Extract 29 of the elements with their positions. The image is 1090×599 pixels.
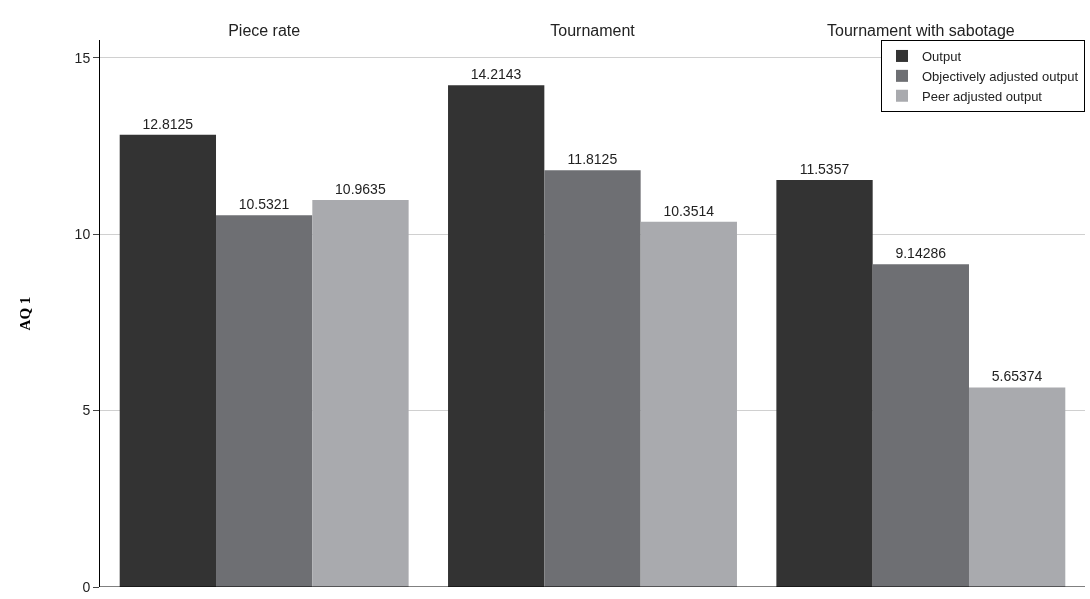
y-tick-label: 15 [74, 49, 91, 66]
data-label: 9.14286 [895, 245, 947, 262]
bar [448, 85, 545, 587]
data-label: 10.9635 [335, 181, 386, 198]
x-tick-label: Tournament [550, 21, 636, 39]
bar [312, 200, 409, 587]
bar [640, 221, 737, 587]
y-axis-title: AQ 1 [16, 296, 33, 331]
x-tick-label: Tournament with sabotage [826, 21, 1015, 39]
y-tick-label: 5 [82, 402, 91, 419]
bar [776, 179, 873, 587]
bar [119, 134, 217, 587]
bar [872, 264, 969, 587]
legend-label: Peer adjusted output [922, 88, 1043, 104]
x-tick-label: Piece rate [228, 21, 301, 39]
legend-label: Objectively adjusted output [922, 68, 1079, 84]
y-tick-label: 0 [82, 578, 91, 595]
data-label: 11.5357 [799, 160, 850, 177]
data-label: 10.3514 [663, 202, 715, 219]
data-label: 10.5321 [238, 196, 290, 213]
bar [544, 170, 641, 587]
data-label: 5.65374 [991, 368, 1043, 385]
data-label: 12.8125 [142, 115, 194, 132]
legend-label: Output [922, 49, 962, 65]
y-tick-label: 10 [74, 226, 91, 242]
bar [216, 215, 313, 587]
bar [968, 387, 1066, 587]
data-label: 14.2143 [470, 66, 522, 83]
data-label: 11.8125 [567, 151, 618, 168]
